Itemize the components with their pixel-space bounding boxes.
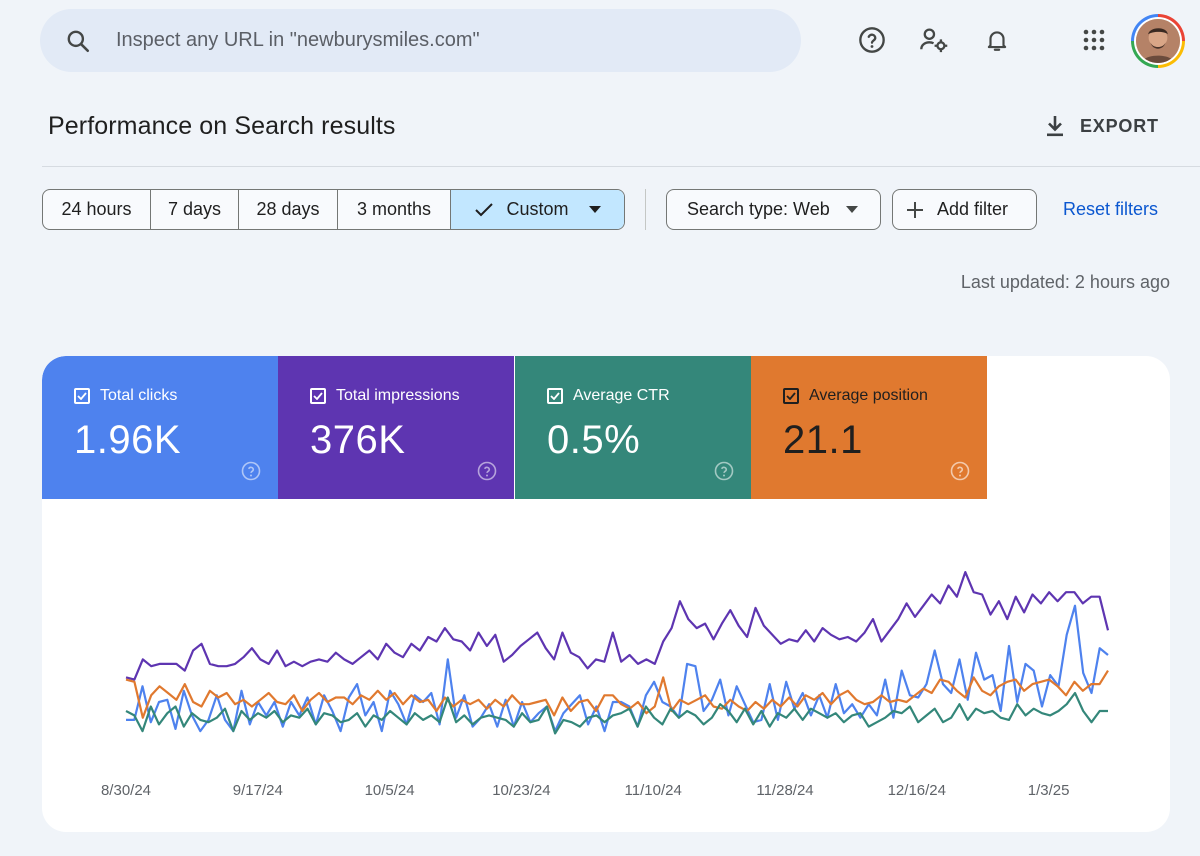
checkbox-icon[interactable]: [310, 388, 326, 404]
check-icon: [475, 202, 494, 216]
date-range-selector: 24 hours 7 days 28 days 3 months Custom: [42, 189, 625, 230]
range-label: 3 months: [356, 199, 432, 219]
metric-value: 0.5%: [547, 418, 641, 462]
metric-label: Total clicks: [100, 387, 178, 404]
dropdown-arrow-icon: [588, 205, 601, 213]
x-tick-label: 10/23/24: [492, 782, 550, 799]
x-tick-label: 12/16/24: [888, 782, 946, 799]
checkbox-icon[interactable]: [547, 388, 563, 404]
range-24-hours[interactable]: 24 hours: [43, 190, 151, 229]
metric-value: 376K: [310, 418, 406, 462]
range-label: 24 hours: [61, 199, 132, 219]
range-custom[interactable]: Custom: [451, 190, 624, 229]
metric-value: 1.96K: [74, 418, 182, 462]
metric-total-clicks[interactable]: Total clicks 1.96K: [42, 356, 278, 499]
metric-value: 21.1: [783, 418, 863, 462]
series-line-average-position: [125, 670, 1109, 719]
help-circle-icon[interactable]: [241, 461, 261, 481]
x-tick-label: 10/5/24: [365, 782, 415, 799]
metric-average-ctr[interactable]: Average CTR 0.5%: [515, 356, 751, 499]
add-filter-button[interactable]: Add filter: [892, 189, 1037, 230]
range-3-months[interactable]: 3 months: [338, 190, 451, 229]
search-type-dropdown[interactable]: Search type: Web: [666, 189, 881, 230]
range-label: 7 days: [167, 199, 222, 219]
series-line-total-impressions: [125, 571, 1110, 681]
export-label: EXPORT: [1080, 115, 1159, 136]
series-line-average-ctr: [125, 691, 1108, 735]
manage-users-icon[interactable]: [914, 20, 954, 60]
range-label: Custom: [506, 199, 569, 219]
help-circle-icon[interactable]: [477, 461, 497, 481]
last-updated-text: Last updated: 2 hours ago: [960, 272, 1170, 292]
page-title: Performance on Search results: [48, 112, 396, 140]
search-type-label: Search type: Web: [687, 199, 830, 219]
export-button[interactable]: EXPORT: [1044, 106, 1159, 146]
dropdown-arrow-icon: [845, 205, 858, 213]
search-input[interactable]: [116, 29, 801, 52]
header-divider: [42, 166, 1200, 167]
x-tick-label: 11/10/24: [625, 782, 682, 799]
reset-filters-link[interactable]: Reset filters: [1063, 199, 1159, 219]
checkbox-icon[interactable]: [783, 388, 799, 404]
range-label: 28 days: [256, 199, 320, 219]
help-icon[interactable]: [852, 20, 892, 60]
search-bar[interactable]: [40, 9, 801, 72]
plus-icon: [907, 201, 923, 218]
metric-label: Average CTR: [573, 387, 670, 404]
performance-card: Total clicks 1.96K Total impressions 376…: [42, 356, 1170, 832]
metric-label: Total impressions: [336, 387, 460, 404]
x-tick-label: 11/28/24: [756, 782, 813, 799]
x-tick-label: 9/17/24: [233, 782, 283, 799]
range-28-days[interactable]: 28 days: [239, 190, 338, 229]
checkbox-icon[interactable]: [74, 388, 90, 404]
help-circle-icon[interactable]: [950, 461, 970, 481]
metric-average-position[interactable]: Average position 21.1: [751, 356, 987, 499]
download-icon: [1047, 116, 1063, 137]
metric-total-impressions[interactable]: Total impressions 376K: [278, 356, 514, 499]
help-circle-icon[interactable]: [714, 461, 734, 481]
user-avatar[interactable]: [1131, 14, 1185, 68]
filter-separator: [645, 189, 646, 230]
x-tick-label: 1/3/25: [1028, 782, 1070, 799]
series-line-total-clicks: [126, 604, 1109, 733]
search-icon[interactable]: [40, 9, 116, 72]
metric-label: Average position: [809, 387, 928, 404]
range-7-days[interactable]: 7 days: [151, 190, 239, 229]
x-tick-label: 8/30/24: [101, 782, 151, 799]
apps-grid-icon[interactable]: [1074, 20, 1114, 60]
notifications-icon[interactable]: [977, 20, 1017, 60]
add-filter-label: Add filter: [937, 199, 1009, 219]
